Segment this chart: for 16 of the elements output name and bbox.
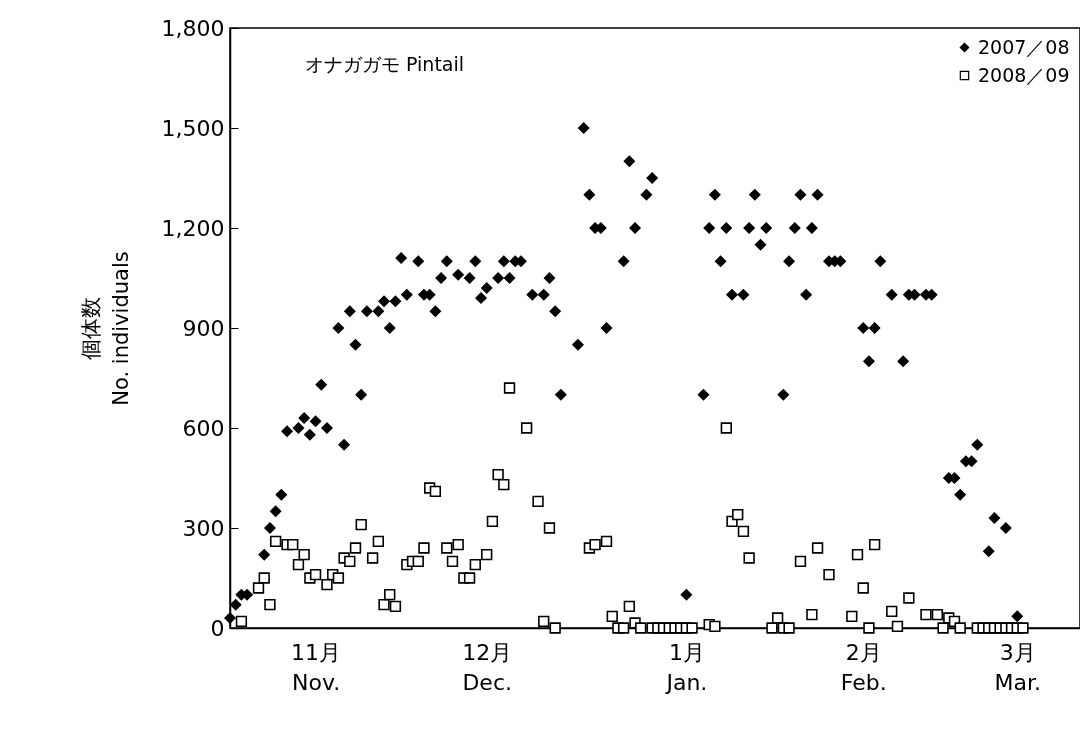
y-tick-label: 900	[182, 315, 225, 341]
legend-label: 2008／09	[978, 63, 1070, 86]
y-axis-title: 個体数 No. individuals	[78, 251, 133, 406]
x-tick-label: 12月 Dec.	[462, 639, 513, 695]
x-tick-label: 11月 Nov.	[291, 639, 342, 695]
y-tick-label: 1,200	[161, 215, 225, 241]
text: オナガガモ Pintail	[305, 53, 465, 75]
y-tick-label: 1,800	[161, 15, 225, 41]
x-tick-label: 1月 Jan.	[664, 639, 708, 695]
y-tick-label: 1,500	[161, 115, 225, 141]
y-tick-label: 600	[182, 415, 225, 441]
y-tick-label: 300	[182, 515, 225, 541]
x-tick-label: 3月 Mar.	[994, 639, 1041, 695]
legend-label: 2007／08	[978, 35, 1070, 58]
x-tick-label: 2月 Feb.	[840, 639, 887, 695]
y-tick-label: 0	[210, 615, 225, 641]
